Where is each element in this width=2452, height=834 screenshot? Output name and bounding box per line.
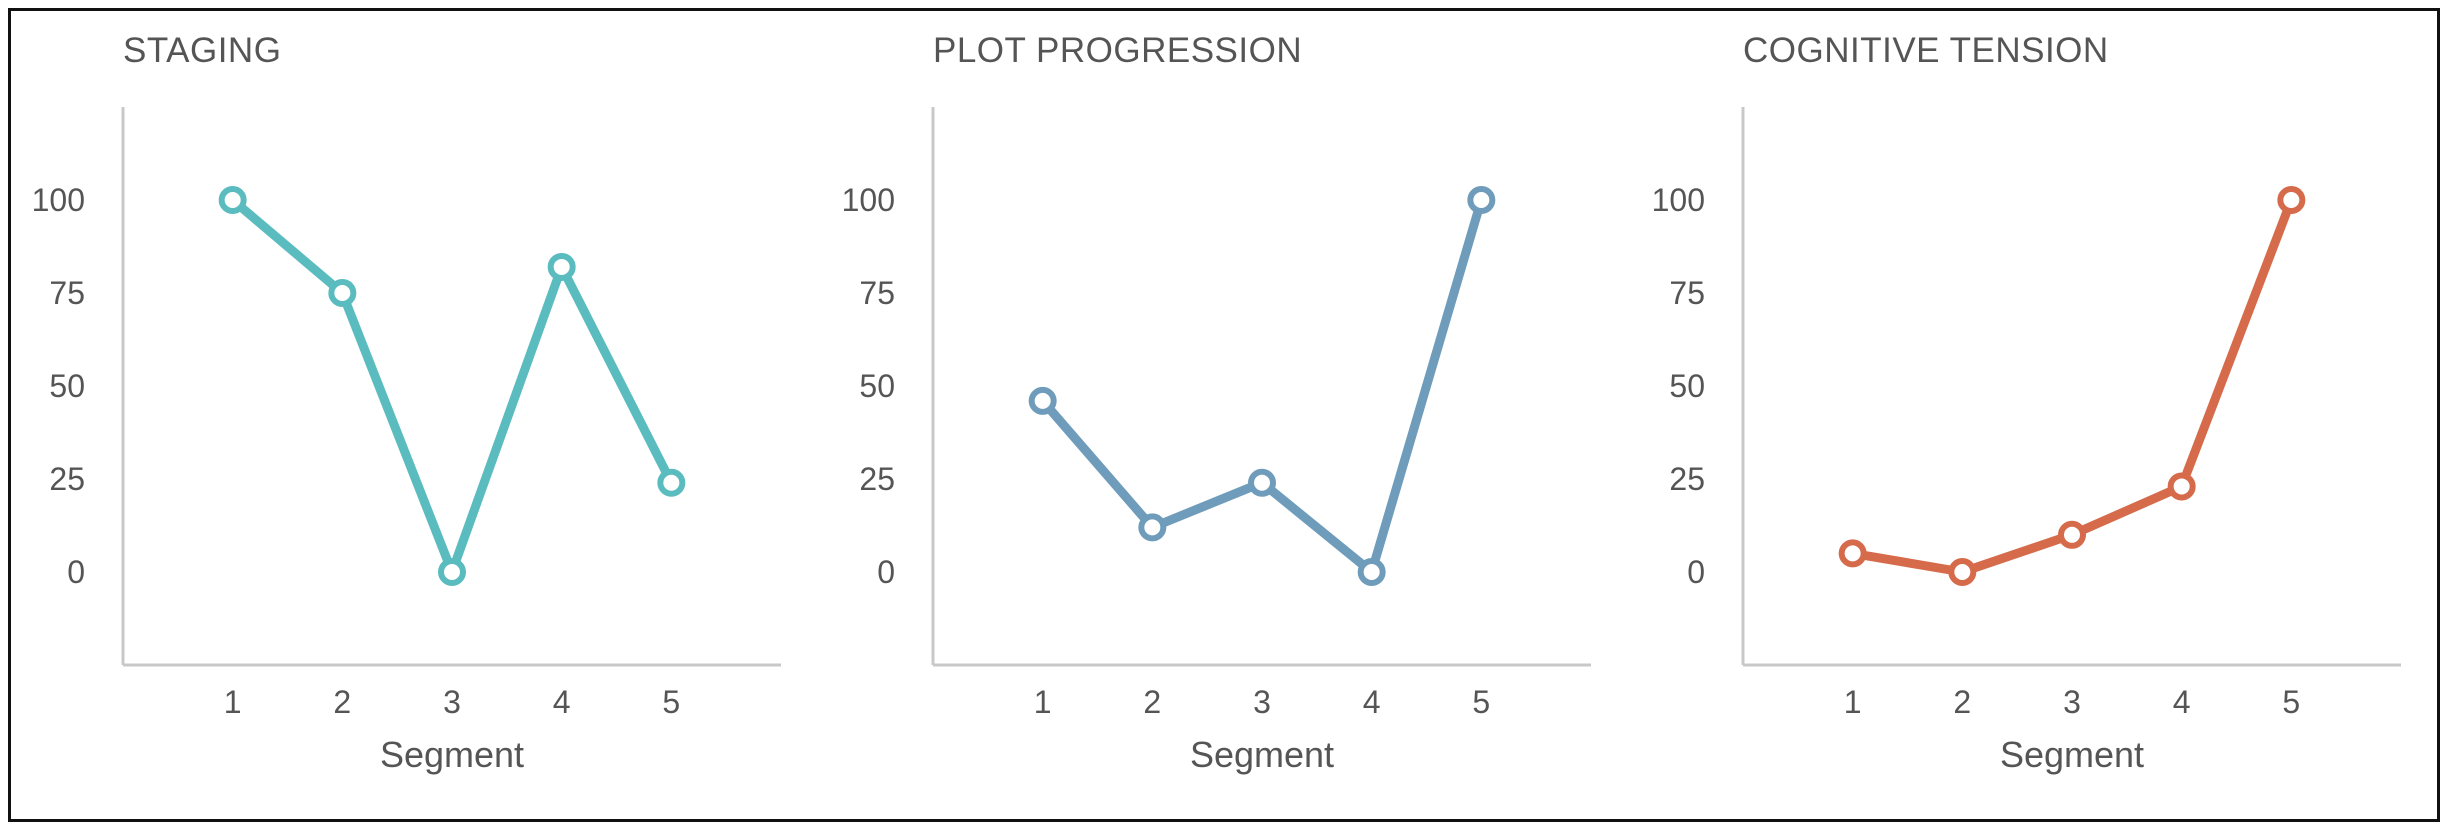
data-point <box>1248 468 1276 497</box>
x-tick-label: 5 <box>662 684 680 720</box>
y-tick-label: 75 <box>1669 275 1705 311</box>
data-point <box>1357 558 1386 586</box>
figure-frame <box>8 8 2440 822</box>
x-tick-label: 2 <box>1953 684 1971 720</box>
y-tick-label: 75 <box>859 275 895 311</box>
x-tick-label: 2 <box>333 684 351 720</box>
data-point <box>657 468 686 497</box>
y-tick-label: 25 <box>1669 461 1705 497</box>
data-point <box>1948 558 1977 586</box>
y-tick-label: 0 <box>1687 554 1705 590</box>
x-tick-label: 5 <box>1472 684 1490 720</box>
data-point <box>328 279 357 307</box>
series-line <box>228 195 676 577</box>
data-point <box>1838 539 1867 568</box>
data-point <box>547 252 576 281</box>
y-tick-label: 50 <box>1669 368 1705 404</box>
x-axis-label: Segment <box>1190 734 1334 775</box>
y-tick-label: 50 <box>859 368 895 404</box>
data-point <box>218 186 247 214</box>
x-tick-label: 1 <box>1844 684 1862 720</box>
data-point <box>1138 513 1167 542</box>
x-tick-label: 3 <box>443 684 461 720</box>
chart-title: COGNITIVE TENSION <box>1743 31 2109 70</box>
x-axis-label: Segment <box>2000 734 2144 775</box>
x-tick-label: 4 <box>1363 684 1381 720</box>
data-point <box>1028 386 1057 415</box>
y-tick-label: 75 <box>49 275 85 311</box>
x-tick-label: 3 <box>1253 684 1271 720</box>
x-tick-label: 2 <box>1143 684 1161 720</box>
chart-title: STAGING <box>123 31 281 70</box>
chart-title: PLOT PROGRESSION <box>933 31 1302 70</box>
x-tick-label: 4 <box>553 684 571 720</box>
series-line <box>1038 195 1486 577</box>
x-tick-label: 1 <box>1034 684 1052 720</box>
y-tick-label: 100 <box>1652 182 1705 218</box>
x-tick-label: 1 <box>224 684 242 720</box>
chart-panel-2: PLOT PROGRESSION 0 25 50 75 100 1 2 3 4 5 Segment <box>842 31 1591 775</box>
y-tick-label: 100 <box>32 182 85 218</box>
x-tick-label: 5 <box>2282 684 2300 720</box>
y-tick-label: 0 <box>67 554 85 590</box>
y-tick-label: 50 <box>49 368 85 404</box>
x-axis-label: Segment <box>380 734 524 775</box>
data-point <box>2277 186 2306 214</box>
y-tick-label: 0 <box>877 554 895 590</box>
y-tick-label: 100 <box>842 182 895 218</box>
data-point <box>438 558 466 586</box>
chart-panel-3: COGNITIVE TENSION 0 25 50 75 100 1 2 3 4 5 Segment <box>1652 31 2401 775</box>
data-point <box>2167 472 2196 501</box>
x-tick-label: 4 <box>2173 684 2191 720</box>
y-tick-label: 25 <box>859 461 895 497</box>
series-line <box>1848 195 2296 577</box>
data-point <box>1467 186 1496 214</box>
data-point <box>2058 520 2086 549</box>
chart-panel-1: STAGING 0 25 50 75 100 1 2 3 4 5 Segment <box>32 31 781 775</box>
x-tick-label: 3 <box>2063 684 2081 720</box>
y-tick-label: 25 <box>49 461 85 497</box>
